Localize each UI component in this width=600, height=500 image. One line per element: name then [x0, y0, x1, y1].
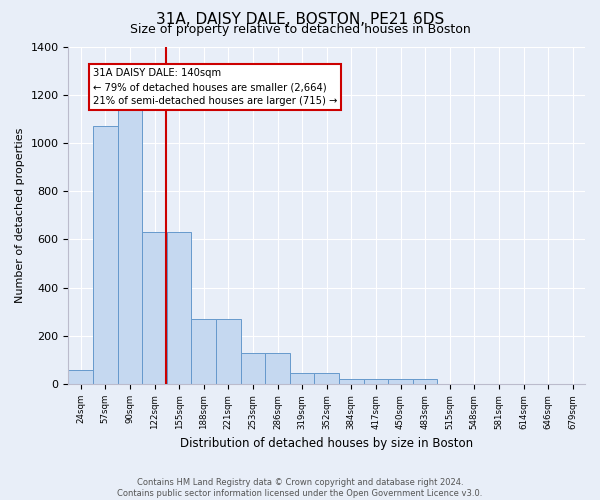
Text: Contains HM Land Registry data © Crown copyright and database right 2024.
Contai: Contains HM Land Registry data © Crown c…: [118, 478, 482, 498]
Bar: [68, 370, 93, 384]
Bar: [339, 379, 364, 384]
Y-axis label: Number of detached properties: Number of detached properties: [15, 128, 25, 303]
Bar: [93, 126, 118, 384]
Text: Size of property relative to detached houses in Boston: Size of property relative to detached ho…: [130, 22, 470, 36]
Bar: [364, 379, 388, 384]
Bar: [413, 379, 437, 384]
Bar: [167, 232, 191, 384]
Bar: [314, 373, 339, 384]
Bar: [388, 379, 413, 384]
Bar: [216, 319, 241, 384]
Bar: [142, 232, 167, 384]
Bar: [118, 80, 142, 384]
Text: 31A DAISY DALE: 140sqm
← 79% of detached houses are smaller (2,664)
21% of semi-: 31A DAISY DALE: 140sqm ← 79% of detached…: [93, 68, 337, 106]
Bar: [265, 352, 290, 384]
Bar: [191, 319, 216, 384]
X-axis label: Distribution of detached houses by size in Boston: Distribution of detached houses by size …: [180, 437, 473, 450]
Bar: [241, 352, 265, 384]
Bar: [290, 373, 314, 384]
Text: 31A, DAISY DALE, BOSTON, PE21 6DS: 31A, DAISY DALE, BOSTON, PE21 6DS: [156, 12, 444, 28]
